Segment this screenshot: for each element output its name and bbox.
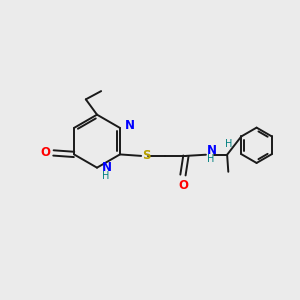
Text: H: H <box>102 171 110 181</box>
Text: N: N <box>207 144 217 158</box>
Text: N: N <box>102 161 112 174</box>
Text: H: H <box>207 154 214 164</box>
Text: O: O <box>40 146 50 159</box>
Text: O: O <box>178 179 188 192</box>
Text: S: S <box>142 149 151 162</box>
Text: N: N <box>125 119 135 132</box>
Text: H: H <box>225 140 232 149</box>
